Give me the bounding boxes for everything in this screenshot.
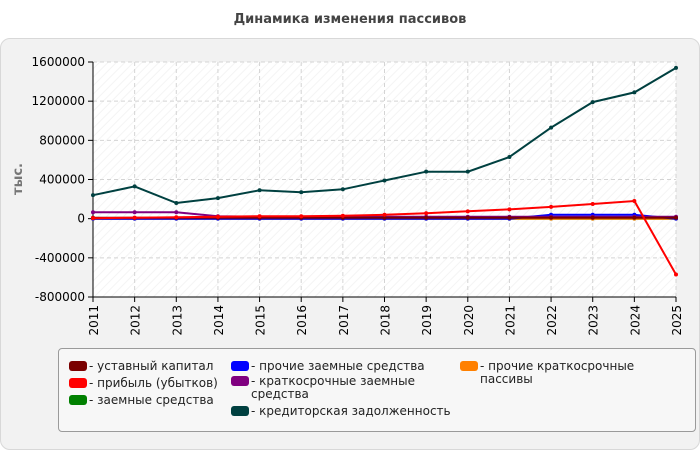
data-point	[257, 214, 262, 219]
data-point	[465, 169, 470, 174]
x-tick-label: 2013	[170, 305, 184, 336]
legend-swatch	[231, 376, 249, 386]
legend-label: - краткосрочные заемные средства	[251, 374, 415, 401]
x-tick-label: 2015	[254, 305, 268, 336]
data-point	[507, 207, 512, 212]
data-point	[590, 201, 595, 206]
data-point	[257, 188, 262, 193]
data-point	[674, 65, 678, 70]
data-point	[382, 178, 387, 183]
data-point	[590, 100, 595, 105]
data-point	[507, 154, 512, 159]
y-tick-label: -800000	[35, 290, 85, 304]
data-point	[632, 90, 637, 95]
x-tick-label: 2022	[545, 305, 559, 336]
data-point	[632, 199, 637, 204]
data-point	[299, 214, 304, 219]
data-point	[215, 196, 220, 201]
x-tick-label: 2011	[87, 305, 101, 336]
x-tick-label: 2025	[670, 305, 684, 336]
legend-swatch	[460, 361, 478, 371]
data-point	[424, 215, 429, 220]
data-point	[674, 215, 678, 220]
data-point	[91, 210, 95, 215]
legend-label: - заемные средства	[89, 393, 214, 407]
data-point	[424, 211, 429, 216]
x-tick-label: 2014	[212, 305, 226, 336]
legend-swatch	[231, 406, 249, 416]
data-point	[340, 187, 345, 192]
data-point	[174, 201, 179, 205]
data-point	[299, 190, 304, 195]
x-tick-label: 2012	[129, 305, 143, 336]
data-point	[132, 215, 137, 220]
x-tick-label: 2020	[462, 305, 476, 336]
data-point	[590, 215, 595, 220]
x-tick-label: 2023	[587, 305, 601, 336]
data-point	[424, 169, 429, 174]
data-point	[382, 212, 387, 217]
x-tick-label: 2018	[379, 305, 393, 336]
data-point	[507, 215, 512, 220]
y-tick-label: 1600000	[32, 55, 85, 69]
y-tick-label: 1200000	[32, 94, 85, 108]
legend-swatch	[69, 395, 87, 405]
x-tick-label: 2024	[628, 305, 642, 336]
legend-label: - кредиторская задолженность	[251, 404, 451, 418]
y-tick-label: 800000	[39, 133, 85, 147]
data-point	[632, 215, 637, 220]
x-tick-label: 2021	[503, 305, 517, 336]
legend: - уставный капитал - прибыль (убытков) -…	[58, 348, 696, 432]
y-axis-label: тыс.	[11, 163, 26, 195]
y-tick-label: 0	[77, 212, 85, 226]
y-tick-label: 400000	[39, 173, 85, 187]
data-point	[91, 193, 95, 198]
legend-label: - прочие заемные средства	[251, 359, 425, 373]
data-point	[340, 213, 345, 218]
x-tick-label: 2019	[420, 305, 434, 336]
data-point	[91, 216, 95, 221]
legend-swatch	[69, 361, 87, 371]
data-point	[549, 125, 554, 130]
data-point	[549, 215, 554, 220]
data-point	[132, 210, 137, 215]
data-point	[215, 214, 220, 219]
x-tick-label: 2017	[337, 305, 351, 336]
x-tick-label: 2016	[295, 305, 309, 336]
data-point	[465, 215, 470, 220]
data-point	[382, 215, 387, 220]
line-chart: -800000 -400000 0 400000 800000 1200000 160000…	[11, 55, 684, 336]
legend-swatch	[69, 378, 87, 388]
legend-label: - прибыль (убытков)	[89, 376, 218, 390]
data-point	[174, 215, 179, 220]
data-point	[132, 184, 137, 189]
data-point	[674, 272, 678, 277]
legend-swatch	[231, 361, 249, 371]
legend-label: - уставный капитал	[89, 359, 214, 373]
data-point	[465, 209, 470, 214]
data-point	[174, 210, 179, 215]
y-tick-label: -400000	[35, 251, 85, 265]
data-point	[549, 204, 554, 209]
legend-label: - прочие краткосрочные пассивы	[480, 359, 635, 386]
chart-title: Динамика изменения пассивов	[233, 12, 467, 27]
